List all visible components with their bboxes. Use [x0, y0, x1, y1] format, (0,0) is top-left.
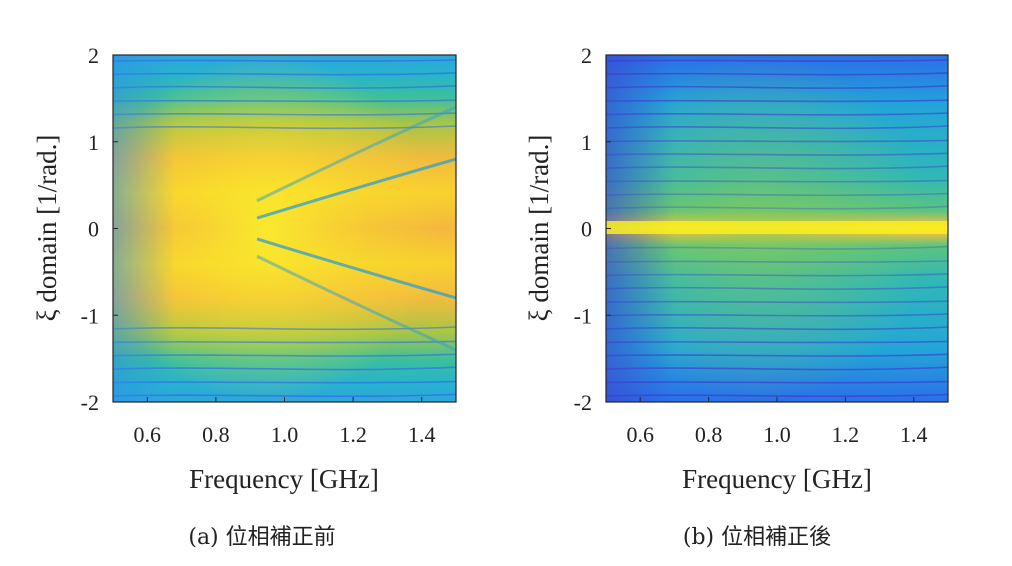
x-tick-label: 1.0 — [271, 422, 299, 447]
x-tick-label: 0.6 — [626, 422, 654, 447]
y-tick-label: -1 — [81, 303, 99, 328]
caption-b: (b) 位相補正後 — [683, 525, 831, 550]
y-tick-label: -2 — [574, 390, 592, 415]
y-tick-label: -2 — [81, 390, 99, 415]
y-tick-label: -1 — [574, 303, 592, 328]
caption-a: (a) 位相補正前 — [188, 525, 335, 550]
y-tick-label: 2 — [581, 43, 592, 68]
y-tick-label: 0 — [581, 217, 592, 242]
heatmap-panel-b: 0.6 0.8 1.0 1.2 1.4 2 1 0 -1 -2 Frequency [GHz] ξ… — [524, 43, 949, 550]
y-tick-label: 1 — [581, 130, 592, 155]
heatmap-panel-a: 0.6 0.8 1.0 1.2 1.4 2 1 0 -1 -2 Frequency [GHz] ξ… — [32, 43, 457, 550]
heatmap-b-image — [606, 55, 948, 402]
x-tick-label: 0.8 — [202, 422, 230, 447]
y-tick-label: 1 — [88, 130, 99, 155]
y-tick-label: 0 — [88, 217, 99, 242]
x-tick-label: 0.8 — [695, 422, 723, 447]
x-tick-label: 1.0 — [763, 422, 791, 447]
x-tick-label: 1.2 — [832, 422, 860, 447]
x-tick-label: 1.4 — [900, 422, 928, 447]
y-tick-label: 2 — [88, 43, 99, 68]
heatmap-a-image — [113, 55, 456, 402]
x-tick-label: 0.6 — [134, 422, 162, 447]
x-tick-label: 1.2 — [339, 422, 367, 447]
ylabel-a: ξ domain [1/rad.] — [32, 135, 62, 322]
ylabel-b: ξ domain [1/rad.] — [524, 135, 554, 322]
xlabel-a: Frequency [GHz] — [189, 464, 379, 494]
x-tick-label: 1.4 — [408, 422, 436, 447]
xlabel-b: Frequency [GHz] — [682, 464, 872, 494]
zero-band-b — [606, 221, 948, 234]
